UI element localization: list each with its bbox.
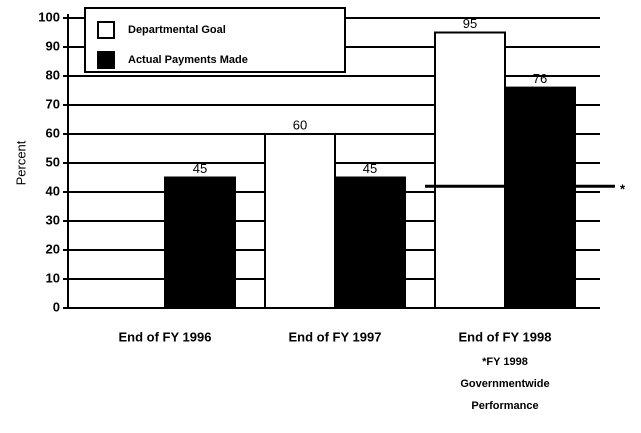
y-tick-label: 100	[38, 9, 60, 24]
y-tick-label: 50	[46, 154, 60, 169]
y-tick-label: 90	[46, 38, 60, 53]
bar	[434, 31, 506, 309]
value-label: 60	[293, 117, 307, 132]
bar	[334, 176, 406, 309]
value-label: 76	[533, 71, 547, 86]
legend-swatch	[97, 21, 115, 39]
value-label: 45	[193, 161, 207, 176]
annotation: *FY 1998	[482, 356, 528, 368]
annotation: Governmentwide	[460, 378, 549, 390]
bar	[164, 176, 236, 309]
y-tick-label: 60	[46, 125, 60, 140]
y-tick-label: 70	[46, 96, 60, 111]
legend-label: Departmental Goal	[128, 24, 226, 36]
y-tick-label: 30	[46, 212, 60, 227]
y-tick-label: 40	[46, 183, 60, 198]
bar	[504, 86, 576, 309]
annotation: Performance	[471, 400, 538, 412]
x-tick-label: End of FY 1998	[459, 329, 552, 344]
bar	[264, 133, 336, 309]
y-axis-label: Percent	[13, 140, 28, 185]
legend-swatch	[97, 51, 115, 69]
y-tick-label: 80	[46, 67, 60, 82]
y-tick-label: 0	[53, 299, 60, 314]
value-label: 95	[463, 16, 477, 31]
x-tick-label: End of FY 1997	[289, 329, 382, 344]
legend-box	[84, 7, 346, 73]
value-label: 45	[363, 161, 377, 176]
legend-label: Actual Payments Made	[128, 54, 248, 66]
reference-marker: *	[620, 182, 626, 197]
y-tick-label: 20	[46, 241, 60, 256]
y-tick-label: 10	[46, 270, 60, 285]
x-tick-label: End of FY 1996	[119, 329, 212, 344]
